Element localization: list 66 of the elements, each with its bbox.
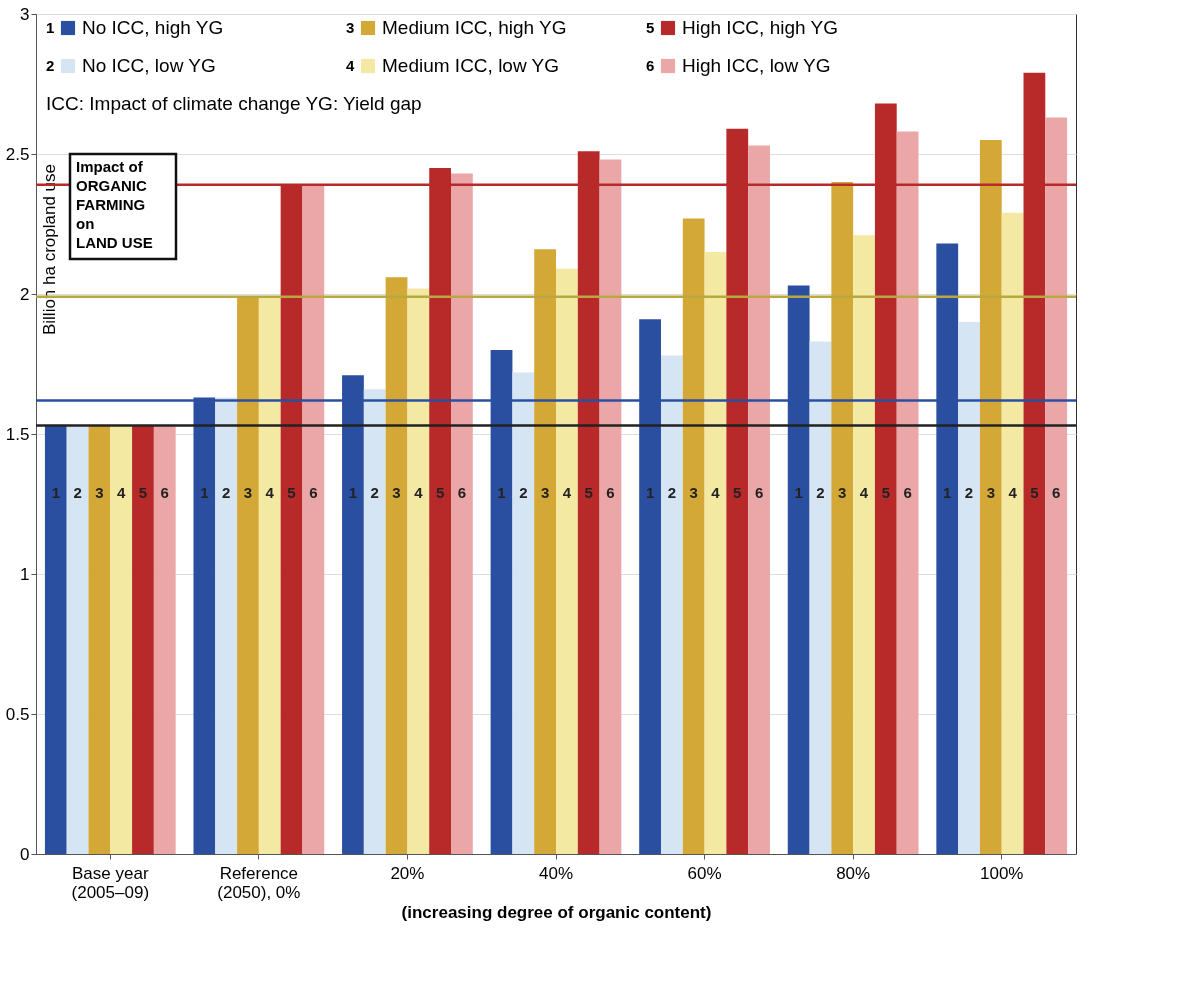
bar <box>748 145 770 854</box>
bar <box>66 425 89 854</box>
annotation: 1 <box>46 19 55 36</box>
bar <box>88 425 111 854</box>
legend-label: High ICC, high YG <box>682 17 838 38</box>
x-tick-label: 80% <box>836 863 871 883</box>
bar <box>451 173 473 854</box>
annotation: ICC: Impact of climate change YG: Yield gap <box>46 93 422 114</box>
annotation: 3 <box>346 19 355 36</box>
y-tick-label: 0 <box>20 844 30 864</box>
bar <box>153 425 176 854</box>
bar <box>831 182 854 854</box>
bar <box>704 252 727 854</box>
annotation: 1 2 3 4 5 6 <box>200 483 318 501</box>
bar <box>660 355 683 854</box>
bar <box>215 397 238 854</box>
bar <box>385 277 408 854</box>
legend-label: High ICC, low YG <box>682 55 831 76</box>
y-tick-label: 1 <box>20 564 30 584</box>
bar <box>958 322 980 854</box>
annotation: 1 2 3 4 5 6 <box>348 483 467 501</box>
annotation: 4 <box>346 57 355 74</box>
bar <box>132 425 154 854</box>
legend-label: Medium ICC, low YG <box>382 55 560 76</box>
bar <box>896 131 919 854</box>
legend-label: Medium ICC, high YG <box>382 17 567 38</box>
y-tick-label: 0.5 <box>5 704 30 724</box>
annotation: 1 2 3 4 5 6 <box>497 483 615 501</box>
bar <box>1001 212 1024 854</box>
annotation: 6 <box>646 57 655 74</box>
bar <box>1045 117 1068 854</box>
bar <box>258 296 281 854</box>
bar <box>534 249 556 854</box>
bar <box>809 341 832 854</box>
y-tick-label: 3 <box>20 4 30 24</box>
bar <box>110 425 133 854</box>
x-tick-label: 100% <box>979 863 1024 883</box>
annotation: 2 <box>46 57 55 74</box>
annotation: 1 2 3 4 5 6 <box>645 483 764 501</box>
bar <box>302 184 325 854</box>
y-tick-label: 2.5 <box>5 144 30 164</box>
legend-label: No ICC, high YG <box>82 17 224 38</box>
bar <box>682 218 705 854</box>
bar <box>556 268 578 854</box>
x-tick-label: Base year (2005–09) <box>71 863 150 902</box>
x-tick-label: 40% <box>538 863 574 883</box>
x-tick-label: 60% <box>687 863 722 883</box>
bar <box>599 159 622 854</box>
y-tick-label: 1.5 <box>5 424 30 444</box>
y-tick-label: 2 <box>20 284 30 304</box>
bar <box>363 389 386 854</box>
bar <box>853 235 875 854</box>
bar <box>237 296 259 854</box>
bar <box>512 372 535 854</box>
annotation: 1 2 3 4 5 6 <box>943 483 1061 501</box>
annotation: 1 2 3 4 5 6 <box>51 483 169 501</box>
bar <box>44 425 67 854</box>
x-axis-title: (increasing degree of organic content) <box>401 902 712 922</box>
annotation: 5 <box>646 19 655 36</box>
legend-label: No ICC, low YG <box>82 55 216 76</box>
bar <box>979 140 1002 854</box>
x-tick-label: Reference (2050), 0% <box>217 863 301 902</box>
annotation: Impact of ORGANIC FARMING on LAND USE <box>76 158 153 251</box>
annotation: 1 2 3 4 5 6 <box>794 483 912 501</box>
x-tick-label: 20% <box>390 863 425 883</box>
bar <box>407 288 430 854</box>
